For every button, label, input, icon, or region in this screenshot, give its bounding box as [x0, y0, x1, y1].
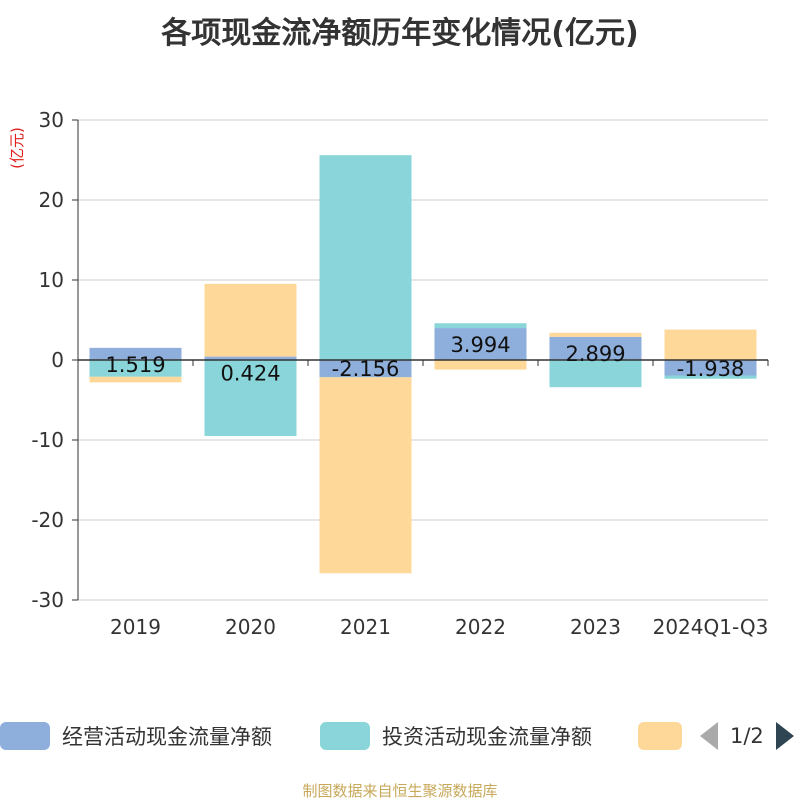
bar-s2-2020: [204, 283, 297, 357]
data-label-3: 3.994: [450, 333, 510, 357]
legend-item-third[interactable]: [638, 716, 682, 756]
legend-label-operating: 经营活动现金流量净额: [62, 725, 272, 749]
y-tick-label-3: 0: [51, 348, 64, 372]
axes: 30 20 10 0 -10 -20 -30 (亿元) 2019 2020 2021 2022 2023…: [8, 108, 769, 639]
y-axis-label: (亿元): [8, 127, 26, 169]
data-labels: 1.519 0.424 -2.156 3.994 2.899 -1.938: [105, 333, 744, 386]
y-tick-label-0: 30: [39, 108, 64, 132]
legend-swatch-third: [638, 722, 682, 750]
x-tick-label-0: 2019: [110, 615, 161, 639]
data-label-4: 2.899: [565, 342, 625, 366]
bar-s0-2024Q1-Q3: [664, 360, 757, 376]
pager-text: 1/2: [730, 724, 764, 748]
bar-s2-2023: [549, 332, 642, 337]
y-tick-label-1: 20: [39, 188, 64, 212]
bars: [89, 155, 757, 574]
legend-swatch-operating: [0, 722, 50, 750]
bar-s0-2021: [319, 360, 412, 378]
data-label-5: -1.938: [677, 357, 745, 381]
pager-prev-icon[interactable]: [700, 722, 718, 750]
source-note: 制图数据来自恒生聚源数据库: [302, 782, 498, 800]
bar-s1-2021: [319, 155, 412, 360]
data-label-1: 0.424: [220, 362, 280, 386]
y-tick-label-2: 10: [39, 268, 64, 292]
legend-item-investing[interactable]: 投资活动现金流量净额: [320, 716, 592, 756]
bar-s2-2024Q1-Q3: [664, 329, 757, 360]
bar-s0-2020: [204, 356, 297, 360]
legend: 经营活动现金流量净额 投资活动现金流量净额 1/2: [0, 716, 800, 756]
legend-item-operating[interactable]: 经营活动现金流量净额: [0, 716, 272, 756]
bar-s1-2022: [434, 323, 527, 329]
data-label-2: -2.156: [332, 357, 400, 381]
x-tick-label-3: 2022: [455, 615, 506, 639]
pager-next-icon[interactable]: [775, 722, 794, 750]
x-tick-label-5: 2024Q1-Q3: [653, 615, 769, 639]
bar-s1-2020: [204, 360, 297, 436]
bar-s1-2024Q1-Q3: [664, 375, 757, 379]
x-tick-label-1: 2020: [225, 615, 276, 639]
bar-s2-2019: [89, 376, 182, 383]
legend-swatch-investing: [320, 722, 370, 750]
chart-title: 各项现金流净额历年变化情况(亿元): [161, 16, 639, 51]
bar-s2-2022: [434, 360, 527, 370]
x-tick-label-4: 2023: [570, 615, 621, 639]
bar-s0-2023: [549, 336, 642, 360]
bar-s0-2022: [434, 328, 527, 360]
bar-s2-2021: [319, 377, 412, 574]
x-tick-label-2: 2021: [340, 615, 391, 639]
bar-s1-2023: [549, 360, 642, 388]
y-tick-label-6: -30: [31, 588, 64, 612]
bar-s0-2019: [89, 347, 182, 360]
chart-plot: 30 20 10 0 -10 -20 -30 (亿元) 2019 2020 2021 2022 2023…: [8, 108, 769, 639]
y-tick-label-4: -10: [31, 428, 64, 452]
y-tick-label-5: -20: [31, 508, 64, 532]
legend-pager: 1/2: [700, 716, 794, 756]
legend-label-investing: 投资活动现金流量净额: [382, 725, 592, 749]
data-label-0: 1.519: [105, 353, 165, 377]
bar-s1-2019: [89, 360, 182, 377]
